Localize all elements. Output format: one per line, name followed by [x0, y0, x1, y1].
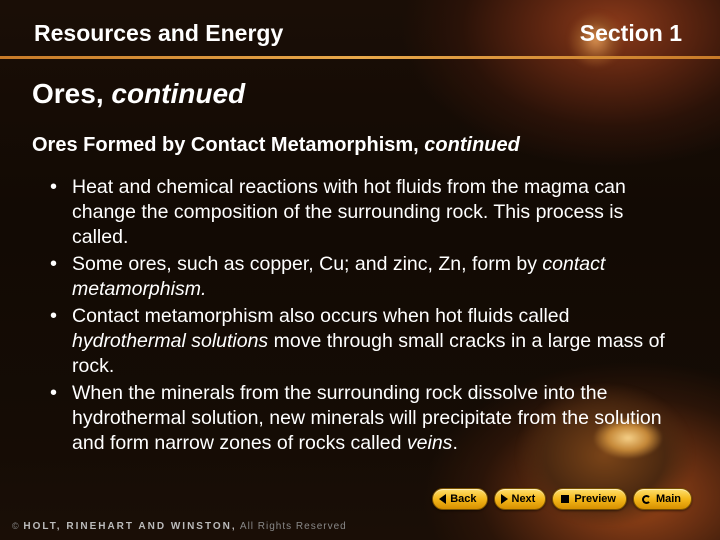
bullet-text-run: Heat and chemical reactions with hot flu… — [72, 176, 626, 248]
preview-button[interactable]: Preview — [552, 488, 627, 510]
rights-text: All Rights Reserved — [237, 521, 347, 532]
back-label: Back — [450, 493, 476, 505]
subtitle-main: Ores Formed by Contact Metamorphism, — [32, 134, 424, 156]
section-label: Section 1 — [580, 20, 682, 47]
bullet-text-run: When the minerals from the surrounding r… — [72, 382, 662, 454]
slide-subtitle: Ores Formed by Contact Metamorphism, con… — [32, 134, 684, 157]
nav-bar: Back Next Preview Main — [432, 488, 692, 510]
bullet-text-run: . — [452, 432, 457, 454]
back-button[interactable]: Back — [432, 488, 487, 510]
next-icon — [501, 494, 508, 504]
publisher-name: HOLT, RINEHART AND WINSTON, — [23, 521, 236, 532]
subtitle-continued: continued — [424, 134, 520, 156]
bullet-text-run: Contact metamorphism also occurs when ho… — [72, 305, 569, 327]
main-label: Main — [656, 493, 681, 505]
bullet-text-run: Some ores, such as copper, Cu; and zinc,… — [72, 253, 542, 275]
preview-icon — [561, 495, 569, 503]
bullet-text-run: hydrothermal solutions — [72, 330, 268, 352]
bullet-text-run: veins — [407, 432, 453, 454]
slide-content: Ores, continued Ores Formed by Contact M… — [32, 78, 684, 457]
header-underline — [0, 56, 720, 59]
preview-label: Preview — [574, 493, 616, 505]
bullet-item: Heat and chemical reactions with hot flu… — [48, 175, 684, 250]
next-label: Next — [512, 493, 536, 505]
bullet-item: Some ores, such as copper, Cu; and zinc,… — [48, 252, 684, 302]
slide-title: Ores, continued — [32, 78, 684, 110]
title-main: Ores, — [32, 78, 111, 109]
copyright-symbol: © — [12, 521, 20, 531]
next-button[interactable]: Next — [494, 488, 547, 510]
bullet-item: Contact metamorphism also occurs when ho… — [48, 304, 684, 379]
copyright-footer: © HOLT, RINEHART AND WINSTON, All Rights… — [12, 521, 347, 532]
title-continued: continued — [111, 78, 245, 109]
slide-header: Resources and Energy Section 1 — [0, 0, 720, 66]
main-icon — [642, 495, 651, 504]
main-button[interactable]: Main — [633, 488, 692, 510]
back-icon — [439, 494, 446, 504]
bullet-item: When the minerals from the surrounding r… — [48, 381, 684, 456]
chapter-title: Resources and Energy — [34, 20, 283, 47]
bullet-list: Heat and chemical reactions with hot flu… — [32, 175, 684, 455]
